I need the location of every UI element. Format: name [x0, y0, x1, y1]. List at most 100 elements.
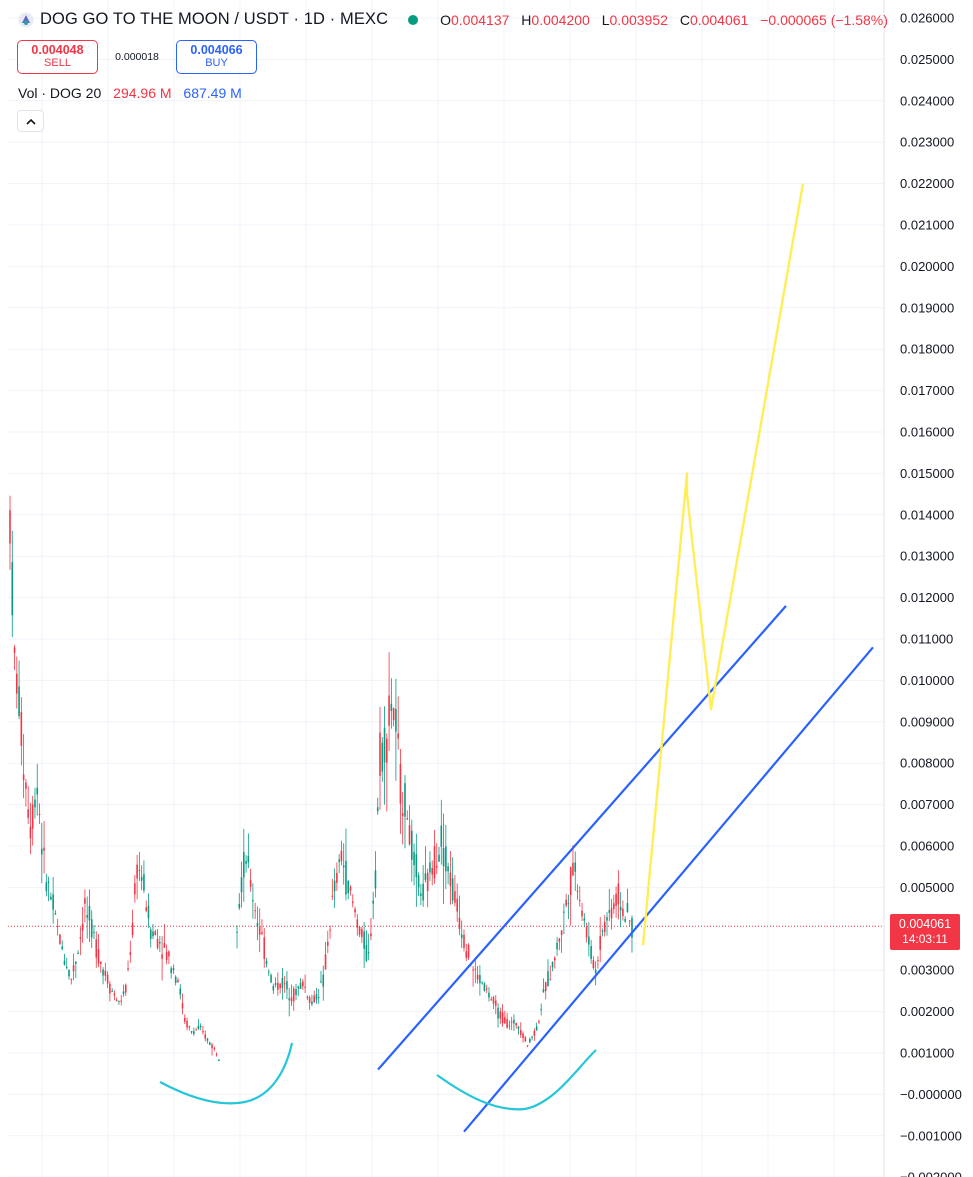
candle-body	[413, 852, 415, 866]
candle-body	[433, 846, 436, 879]
price-axis-label: 0.021000	[900, 218, 954, 233]
candle-body	[583, 918, 586, 921]
candle-body	[522, 1033, 524, 1039]
candle-body	[372, 900, 374, 904]
candle-body	[59, 934, 61, 944]
candle-body	[610, 908, 613, 919]
price-axis-label: −0.000000	[900, 1087, 962, 1102]
candle-body	[297, 986, 300, 989]
candle-body	[81, 923, 84, 931]
candle-body	[388, 695, 390, 726]
candle-body	[465, 951, 468, 959]
candle-body	[624, 918, 626, 922]
candle-body	[535, 1026, 538, 1031]
candle-body	[506, 1019, 508, 1028]
candle-body	[206, 1038, 209, 1041]
candle-body	[274, 983, 277, 985]
candle-body	[317, 997, 320, 999]
candle-body	[492, 997, 495, 1004]
candle-body	[399, 764, 402, 804]
candle-body	[454, 891, 456, 903]
candle-body	[65, 966, 68, 968]
candle-body	[336, 872, 338, 883]
sell-button[interactable]: 0.004048 SELL	[17, 40, 98, 74]
candle-body	[404, 783, 406, 817]
channel-upper-line	[377, 605, 787, 1071]
price-axis-label: 0.006000	[900, 839, 954, 854]
price-axis-label: 0.009000	[900, 714, 954, 729]
candle-body	[510, 1021, 513, 1023]
price-axis-label: 0.003000	[900, 963, 954, 978]
candle-body	[190, 1031, 193, 1033]
price-axis[interactable]: 0.026000 0.025000 0.024000 0.023000 0.022000…	[900, 11, 962, 1177]
volume-sell-value: 294.96 M	[113, 85, 172, 101]
candle-body	[617, 883, 620, 905]
candle-body	[481, 982, 483, 984]
candle-body	[345, 861, 347, 895]
candle-body	[279, 983, 281, 989]
candle-body	[338, 859, 340, 863]
candle-body	[622, 908, 624, 917]
candle-body	[27, 809, 29, 818]
candle-body	[606, 917, 608, 921]
candle-body	[615, 893, 617, 906]
candle-body	[34, 799, 36, 808]
price-axis-label: 0.025000	[900, 52, 954, 67]
dog-logo-icon	[18, 12, 34, 27]
candle-body	[426, 872, 429, 892]
candle-body	[143, 874, 145, 891]
candle-body	[379, 732, 381, 776]
candle-body	[560, 930, 563, 936]
candle-body	[290, 997, 293, 1002]
candle-body	[292, 988, 295, 1002]
candle-body	[295, 989, 297, 996]
candle-body	[84, 898, 86, 904]
candle-body	[11, 562, 14, 616]
candle-body	[529, 1038, 531, 1043]
price-axis-label: 0.020000	[900, 259, 954, 274]
candle-body	[263, 937, 266, 960]
candle-body	[533, 1030, 536, 1036]
candle-body	[499, 1011, 502, 1019]
symbol-title[interactable]: DOG GO TO THE MOON / USDT · 1D · MEXC	[40, 10, 389, 28]
candle-body	[72, 965, 75, 972]
candle-body	[361, 928, 363, 937]
candle-body	[195, 1029, 197, 1031]
candle-body	[61, 946, 64, 950]
candle-body	[40, 848, 43, 855]
candle-body	[563, 911, 565, 913]
price-axis-label: 0.011000	[900, 632, 953, 647]
collapse-legend-button[interactable]	[17, 110, 44, 132]
chart-grid	[8, 0, 885, 1177]
price-axis-label: 0.005000	[900, 880, 954, 895]
candle-body	[417, 875, 420, 888]
price-axis-label: −0.002000	[900, 1170, 962, 1177]
candle-body	[68, 969, 70, 977]
candle-body	[177, 980, 179, 983]
candle-body	[261, 932, 263, 935]
candle-body	[558, 938, 561, 942]
price-axis-label: 0.015000	[900, 466, 954, 481]
candle-body	[97, 949, 100, 964]
candle-body	[472, 969, 474, 971]
candle-body	[401, 813, 404, 817]
drawing-layer	[159, 183, 874, 1133]
buy-button[interactable]: 0.004066 BUY	[176, 40, 257, 74]
candle-body	[613, 903, 615, 909]
price-axis-label: 0.018000	[900, 342, 954, 357]
price-axis-label: −0.001000	[900, 1128, 962, 1143]
price-axis-label: 0.023000	[900, 135, 954, 150]
candle-body	[438, 854, 440, 862]
candle-body	[408, 825, 411, 845]
volume-legend[interactable]: Vol · DOG 20 294.96 M 687.49 M	[18, 85, 242, 101]
candle-body	[129, 952, 132, 955]
candle-body	[25, 782, 27, 789]
candle-body	[370, 933, 372, 937]
candle-body	[431, 868, 434, 875]
candle-body	[351, 901, 354, 904]
candle-body	[102, 969, 104, 976]
spread-value: 0.000018	[115, 51, 159, 63]
candle-body	[168, 951, 170, 957]
market-open-status-icon	[408, 14, 419, 25]
